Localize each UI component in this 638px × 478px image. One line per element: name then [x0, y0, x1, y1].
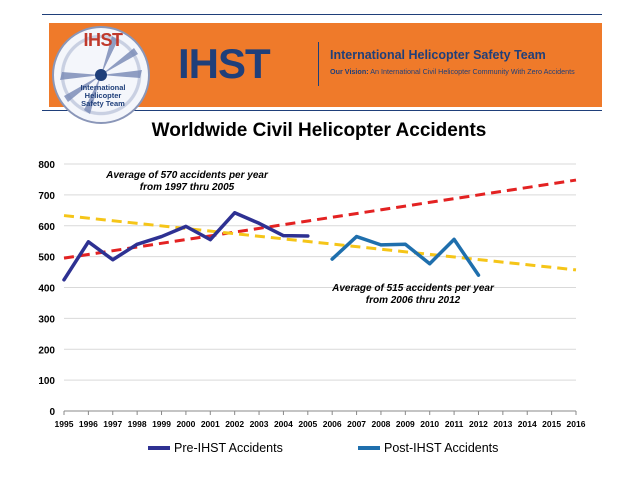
y-tick-label: 600 [38, 222, 55, 233]
x-tick-label: 2013 [493, 419, 512, 429]
pre-data-point [281, 234, 285, 238]
y-tick-label: 100 [38, 376, 55, 387]
y-tick-label: 0 [49, 407, 55, 418]
pre-data-point [306, 234, 310, 238]
x-tick-label: 2010 [420, 419, 439, 429]
x-tick-label: 2009 [396, 419, 415, 429]
post-data-point [428, 262, 432, 266]
post-data-point [379, 243, 383, 247]
vision-label: Our Vision: [330, 67, 369, 76]
x-tick-label: 1996 [79, 419, 98, 429]
y-tick-label: 200 [38, 345, 55, 356]
x-tick-label: 2011 [445, 419, 464, 429]
legend-post-label: Post-IHST Accidents [384, 441, 499, 455]
post-data-point [355, 235, 359, 239]
x-tick-label: 1997 [103, 419, 122, 429]
pre-data-point [160, 235, 164, 239]
x-tick-label: 1998 [128, 419, 147, 429]
vision-text: An International Civil Helicopter Commun… [370, 67, 575, 76]
x-tick-label: 2007 [347, 419, 366, 429]
legend-pre-swatch [148, 446, 170, 450]
x-tick-label: 2004 [274, 419, 293, 429]
x-tick-label: 1999 [152, 419, 171, 429]
line-chart: 0 100 200 300 400 500 600 700 800 1995 1996 1997 19… [38, 160, 586, 429]
x-tick-label: 2001 [201, 419, 220, 429]
legend-pre-label: Pre-IHST Accidents [174, 441, 283, 455]
pre-data-point [111, 258, 115, 262]
banner-bottom-rule [42, 110, 602, 111]
x-tick-label: 2002 [225, 419, 244, 429]
rotor-icon [60, 36, 142, 114]
logo-wordmark: IHST [83, 30, 123, 50]
x-tick-label: 2008 [371, 419, 390, 429]
top-rule [42, 14, 602, 15]
trendline-yellow [63, 214, 577, 272]
organization-name: International Helicopter Safety Team [330, 48, 546, 62]
x-tick-label: 2003 [250, 419, 269, 429]
y-tick-label: 500 [38, 253, 55, 264]
series-post-ihst-line [330, 234, 481, 277]
x-tick-label: 2000 [176, 419, 195, 429]
pre-data-point [233, 211, 237, 215]
vision-statement: Our Vision: An International Civil Helic… [330, 67, 575, 76]
y-tick-label: 400 [38, 284, 55, 295]
post-data-point [476, 273, 480, 277]
x-tick-label: 2012 [469, 419, 488, 429]
trendline-red [63, 178, 577, 260]
x-tick-label: 2006 [323, 419, 342, 429]
y-tick-label: 700 [38, 191, 55, 202]
logo-caption: International Helicopter Safety Team [80, 83, 126, 108]
x-tick-label: 2014 [518, 419, 537, 429]
legend-post-swatch [358, 446, 380, 450]
annotation-post-average: Average of 515 accidents per year from 2… [332, 283, 494, 306]
chart-title: Worldwide Civil Helicopter Accidents [151, 120, 487, 141]
brand-title: IHST [178, 40, 271, 87]
x-tick-label: 2016 [567, 419, 586, 429]
banner-divider [318, 42, 319, 86]
y-tick-label: 300 [38, 314, 55, 325]
x-tick-label: 1995 [55, 419, 74, 429]
y-tick-label: 800 [38, 160, 55, 171]
pre-data-point [86, 240, 90, 244]
post-data-point [452, 237, 456, 241]
legend-post: Post-IHST Accidents [358, 441, 498, 455]
x-tick-label: 2015 [542, 419, 561, 429]
pre-data-point [62, 278, 66, 282]
ihst-logo: IHST International Helicopter Safety Tea… [52, 26, 150, 124]
series-pre-ihst-line [62, 211, 310, 282]
annotation-pre-average: Average of 570 accidents per year from 1… [106, 170, 268, 193]
post-data-point [330, 257, 334, 261]
pre-data-point [257, 221, 261, 225]
post-data-point [403, 242, 407, 246]
pre-data-point [184, 224, 188, 228]
legend-pre: Pre-IHST Accidents [148, 441, 283, 455]
pre-data-point [208, 238, 212, 242]
x-tick-label: 2005 [298, 419, 317, 429]
pre-data-point [135, 242, 139, 246]
